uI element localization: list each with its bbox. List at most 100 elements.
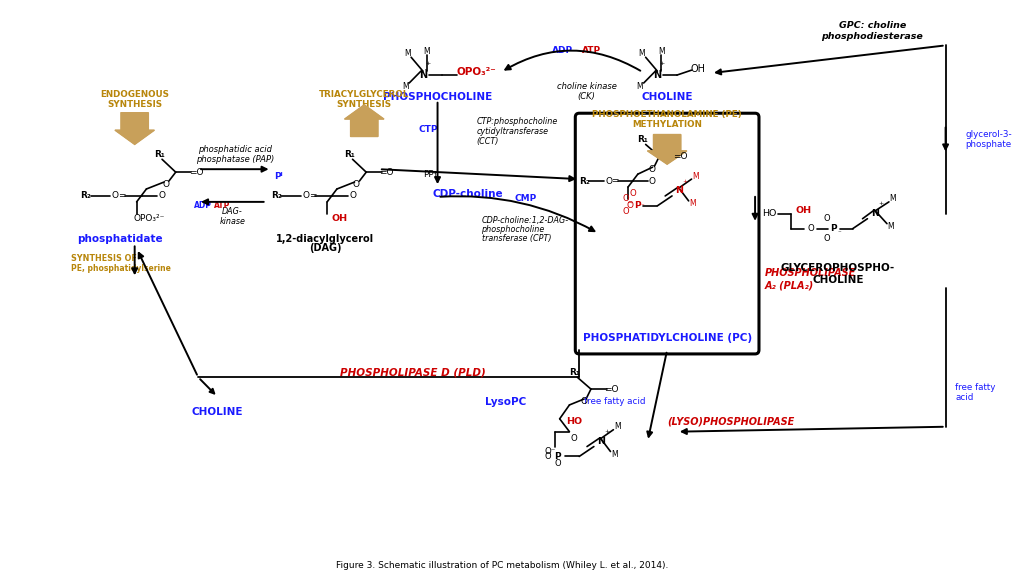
Text: O: O — [622, 208, 630, 216]
Text: (LYSO)PHOSPHOLIPASE: (LYSO)PHOSPHOLIPASE — [667, 417, 794, 427]
Text: PHOSPHATIDYLCHOLINE (PC): PHOSPHATIDYLCHOLINE (PC) — [583, 333, 752, 343]
Text: CHOLINE: CHOLINE — [642, 92, 693, 102]
Text: 1,2-diacylglycerol: 1,2-diacylglycerol — [276, 233, 374, 243]
Text: O: O — [630, 189, 637, 199]
Text: N: N — [871, 209, 879, 218]
Text: ⁻: ⁻ — [837, 230, 841, 236]
Text: =O: =O — [672, 152, 687, 161]
Text: PHOSPHOCHOLINE: PHOSPHOCHOLINE — [383, 92, 493, 102]
Text: R₂: R₂ — [578, 176, 590, 186]
Text: O: O — [571, 434, 577, 443]
Text: ATP: ATP — [582, 46, 601, 55]
Text: O⁻: O⁻ — [545, 447, 556, 456]
Text: OH: OH — [796, 206, 812, 215]
Text: ·: · — [658, 64, 662, 76]
Text: PHOSPHOLIPASE: PHOSPHOLIPASE — [764, 268, 856, 278]
Text: R₁: R₁ — [344, 150, 355, 159]
Text: R₂: R₂ — [81, 192, 91, 201]
Text: SYNTHESIS: SYNTHESIS — [336, 101, 391, 109]
Text: ADP: ADP — [194, 201, 212, 211]
Text: O: O — [649, 176, 656, 186]
Text: GPC: choline: GPC: choline — [839, 21, 905, 30]
Text: ·: · — [680, 181, 684, 191]
Text: CTP: CTP — [418, 125, 437, 134]
Text: DAG-: DAG- — [222, 208, 243, 216]
Text: +: + — [879, 201, 884, 206]
Text: M: M — [637, 82, 643, 92]
Text: CHOLINE: CHOLINE — [192, 407, 243, 417]
Text: OH: OH — [691, 64, 706, 74]
Text: P: P — [830, 224, 837, 233]
Text: CHOLINE: CHOLINE — [812, 275, 864, 285]
Text: (CCT): (CCT) — [476, 137, 499, 146]
Text: CTP:phosphocholine: CTP:phosphocholine — [476, 117, 558, 126]
Text: N: N — [597, 437, 605, 446]
Text: N: N — [419, 70, 427, 80]
Text: HO: HO — [566, 417, 583, 426]
Text: M: M — [423, 47, 430, 56]
Text: phosphatidate: phosphatidate — [78, 233, 162, 243]
Text: transferase (CPT): transferase (CPT) — [481, 234, 551, 243]
Text: O: O — [303, 192, 309, 201]
Text: O: O — [605, 176, 612, 186]
Text: O: O — [823, 234, 830, 243]
Text: glycerol-3-: glycerol-3- — [965, 130, 1012, 139]
Text: (CK): (CK) — [577, 92, 596, 101]
Text: M: M — [611, 450, 617, 459]
Text: cytidyltransferase: cytidyltransferase — [476, 127, 549, 136]
Text: M: M — [404, 49, 411, 58]
FancyBboxPatch shape — [575, 113, 759, 354]
Text: OPO₃²⁻: OPO₃²⁻ — [457, 67, 497, 77]
Text: PP₁: PP₁ — [423, 170, 437, 179]
Text: R₁: R₁ — [638, 135, 648, 144]
Text: GLYCEROPHOSPHO-: GLYCEROPHOSPHO- — [781, 263, 895, 273]
Text: ⁻: ⁻ — [641, 203, 645, 209]
Text: =O: =O — [604, 385, 618, 393]
Text: free fatty acid: free fatty acid — [585, 397, 646, 406]
Text: TRIACYLGLYCEROL: TRIACYLGLYCEROL — [319, 91, 410, 99]
Text: R₁: R₁ — [153, 150, 165, 159]
Text: HO: HO — [762, 209, 777, 218]
Text: +: + — [659, 61, 665, 66]
Text: kinase: kinase — [220, 217, 245, 226]
Text: R₁: R₁ — [569, 368, 579, 377]
Text: PHOSPHOLIPASE D (PLD): PHOSPHOLIPASE D (PLD) — [340, 368, 486, 377]
Text: LysoPC: LysoPC — [485, 397, 526, 407]
Text: =: = — [309, 192, 316, 201]
Text: M: M — [887, 222, 894, 231]
Text: ·: · — [602, 432, 605, 442]
Text: +: + — [682, 179, 688, 183]
Text: M: M — [689, 199, 696, 208]
Text: phosphatase (PAP): phosphatase (PAP) — [195, 155, 274, 164]
Text: O: O — [807, 224, 815, 233]
Text: phosphatidic acid: phosphatidic acid — [198, 145, 272, 154]
Text: M: M — [692, 172, 699, 181]
Text: choline kinase: choline kinase — [557, 82, 616, 92]
Text: +: + — [604, 429, 609, 434]
Text: CDP-choline: CDP-choline — [432, 189, 503, 199]
Text: O: O — [158, 192, 166, 201]
Text: OPO₃²⁻: OPO₃²⁻ — [134, 214, 165, 223]
Text: acid: acid — [956, 393, 974, 402]
Text: O⃗: O⃗ — [626, 201, 634, 211]
Text: O: O — [649, 165, 656, 173]
Text: +: + — [425, 61, 430, 66]
Text: CDP-choline:1,2-DAG-: CDP-choline:1,2-DAG- — [481, 216, 568, 225]
Text: free fatty: free fatty — [956, 383, 995, 392]
Text: SYNTHESIS OF: SYNTHESIS OF — [72, 254, 137, 263]
Text: M: M — [658, 47, 664, 56]
Text: Pᴵ: Pᴵ — [275, 172, 283, 181]
Text: PE, phosphatidylserine: PE, phosphatidylserine — [72, 264, 171, 273]
Text: R₂: R₂ — [271, 192, 282, 201]
Text: O: O — [353, 179, 360, 189]
Text: SYNTHESIS: SYNTHESIS — [107, 101, 162, 109]
Text: CMP: CMP — [514, 195, 537, 203]
Text: N: N — [653, 70, 661, 80]
Text: =: = — [610, 176, 618, 186]
Text: PHOSPHOETHANOLAMINE (PE): PHOSPHOETHANOLAMINE (PE) — [593, 110, 742, 119]
Text: =O: =O — [189, 168, 203, 176]
Text: ·: · — [424, 64, 428, 76]
Text: O: O — [545, 452, 551, 461]
Text: ATP: ATP — [215, 201, 231, 211]
Text: P: P — [554, 452, 561, 461]
